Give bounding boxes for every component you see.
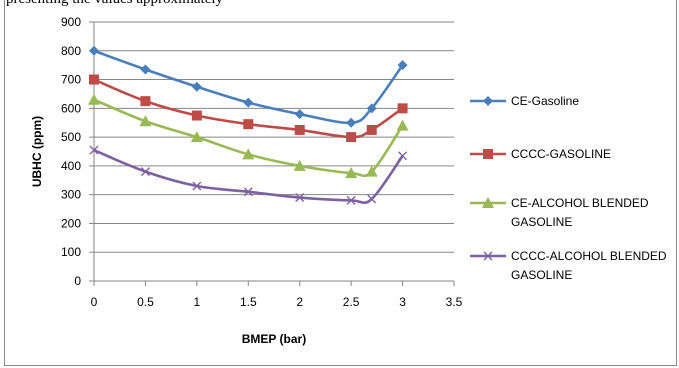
x-tick-label: 0 bbox=[91, 295, 98, 309]
y-tick-label: 900 bbox=[61, 15, 81, 29]
data-point bbox=[191, 81, 202, 92]
marker-stroke bbox=[243, 187, 253, 197]
data-point bbox=[139, 115, 152, 127]
data-point bbox=[346, 195, 356, 205]
data-point bbox=[243, 119, 254, 130]
y-tick-label: 700 bbox=[61, 73, 81, 87]
data-point bbox=[191, 110, 202, 121]
x-tick-label: 1.5 bbox=[240, 295, 257, 309]
data-point bbox=[397, 60, 408, 71]
series-1 bbox=[89, 45, 408, 128]
marker-stroke bbox=[89, 145, 99, 155]
legend-marker bbox=[483, 251, 493, 261]
series-3 bbox=[88, 93, 409, 179]
data-point bbox=[140, 96, 151, 107]
data-point bbox=[397, 103, 408, 114]
data-point bbox=[294, 124, 305, 135]
data-point bbox=[367, 194, 377, 204]
legend-entry: CCCC-GASOLINE bbox=[470, 147, 611, 161]
data-point bbox=[243, 187, 253, 197]
marker-stroke bbox=[398, 151, 408, 161]
x-axis-title: BMEP (bar) bbox=[242, 332, 306, 346]
y-tick-label: 600 bbox=[61, 101, 81, 115]
y-axis-title: UBHC (ppm) bbox=[30, 116, 44, 187]
legend-marker bbox=[483, 149, 493, 159]
x-tick-label: 3.5 bbox=[446, 295, 463, 309]
legend-entry: CE-ALCOHOL BLENDED GASOLINE bbox=[470, 196, 649, 229]
data-point bbox=[366, 124, 377, 135]
marker-stroke bbox=[295, 193, 305, 203]
marker-stroke bbox=[192, 181, 202, 191]
series-4 bbox=[89, 145, 408, 205]
x-tick-label: 3 bbox=[399, 295, 406, 309]
legend-label-line: CE-ALCOHOL BLENDED bbox=[511, 196, 649, 210]
data-point bbox=[294, 109, 305, 120]
legend-entry: CCCC-ALCOHOL BLENDED GASOLINE bbox=[470, 249, 667, 282]
series-2 bbox=[89, 74, 408, 143]
data-point bbox=[398, 151, 408, 161]
legend-label-line: CCCC-ALCOHOL BLENDED bbox=[511, 249, 667, 263]
data-point bbox=[345, 167, 358, 179]
data-point bbox=[89, 74, 99, 85]
chart-frame bbox=[4, 0, 677, 366]
data-point bbox=[396, 119, 409, 131]
data-point bbox=[88, 93, 100, 105]
marker-stroke bbox=[346, 195, 356, 205]
legend-label-line: GASOLINE bbox=[511, 268, 572, 282]
legend-label: CE-ALCOHOL BLENDED GASOLINE bbox=[511, 196, 649, 229]
data-point bbox=[293, 159, 306, 171]
data-point bbox=[89, 45, 99, 56]
x-tick-label: 2.5 bbox=[343, 295, 360, 309]
legend-entry: CE-Gasoline bbox=[470, 94, 579, 108]
data-point bbox=[365, 165, 378, 177]
data-point bbox=[366, 103, 377, 114]
x-tick-label: 2 bbox=[296, 295, 303, 309]
clipped-caption-text: presenting the values approximately bbox=[6, 0, 223, 8]
y-tick-label: 400 bbox=[61, 159, 81, 173]
marker-stroke bbox=[367, 194, 377, 204]
series-line bbox=[93, 49, 404, 125]
data-point bbox=[346, 117, 357, 128]
data-point bbox=[192, 181, 202, 191]
data-point bbox=[243, 97, 254, 108]
y-tick-label: 300 bbox=[61, 188, 81, 202]
data-point bbox=[89, 145, 99, 155]
data-point bbox=[190, 131, 203, 143]
y-tick-label: 500 bbox=[61, 130, 81, 144]
data-point bbox=[140, 167, 150, 177]
legend-label-line: GASOLINE bbox=[511, 215, 572, 229]
data-point bbox=[346, 132, 357, 143]
legend-marker bbox=[483, 96, 493, 106]
y-tick-label: 800 bbox=[61, 44, 81, 58]
y-tick-label: 0 bbox=[74, 274, 81, 288]
legend-label: CE-Gasoline bbox=[511, 94, 579, 108]
legend-marker bbox=[482, 197, 494, 208]
marker-stroke bbox=[140, 167, 150, 177]
marker-stroke bbox=[483, 251, 493, 261]
x-tick-label: 1 bbox=[194, 295, 201, 309]
data-point bbox=[140, 64, 151, 75]
y-tick-label: 200 bbox=[61, 216, 81, 230]
data-point bbox=[242, 148, 255, 160]
data-point bbox=[295, 193, 305, 203]
y-tick-label: 100 bbox=[61, 245, 81, 259]
legend-label: CCCC-GASOLINE bbox=[511, 147, 611, 161]
x-tick-label: 0.5 bbox=[137, 295, 154, 309]
legend-label: CCCC-ALCOHOL BLENDED GASOLINE bbox=[511, 249, 667, 282]
